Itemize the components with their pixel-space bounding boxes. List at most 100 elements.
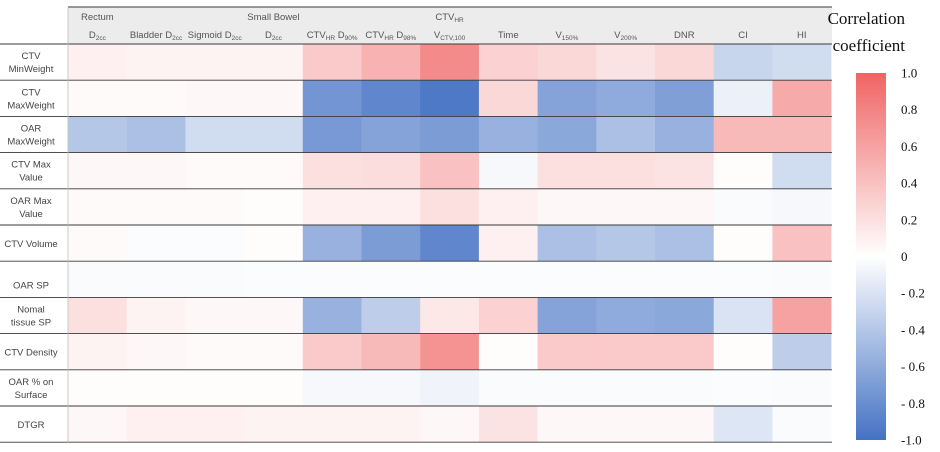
column-group-header: CTVHR: [435, 12, 464, 24]
heatmap-cell: [68, 261, 127, 298]
heatmap-cell: [655, 406, 714, 443]
heatmap-cell: [596, 406, 656, 443]
heatmap-cell: [655, 152, 714, 190]
heatmap-cell: [185, 261, 245, 298]
heatmap-cell: [361, 261, 421, 298]
colorbar-tick-label: -1.0: [901, 433, 922, 448]
heatmap-cell: [772, 188, 832, 226]
heatmap-cell: [596, 152, 656, 190]
heatmap-cell: [420, 152, 480, 190]
heatmap-cell: [126, 116, 186, 153]
heatmap-cell: [420, 297, 480, 334]
heatmap-cell: [361, 116, 421, 153]
heatmap-cell: [537, 261, 597, 298]
heatmap-cell: [655, 225, 714, 262]
heatmap-cell: [68, 333, 127, 371]
heatmap-cell: [596, 44, 656, 81]
heatmap-cell: [361, 297, 421, 334]
heatmap-cell: [126, 152, 186, 190]
heatmap-cell: [713, 406, 773, 443]
heatmap-cell: [126, 369, 186, 407]
heatmap-cell: [185, 152, 245, 190]
heatmap-cell: [126, 80, 186, 117]
heatmap-cell: [478, 152, 538, 190]
heatmap-cell: [126, 44, 186, 81]
heatmap-cell: [185, 188, 245, 226]
heatmap-cell: [244, 116, 304, 153]
heatmap-cell: [420, 116, 480, 153]
heatmap-cell: [68, 297, 127, 334]
heatmap-cell: [361, 152, 421, 190]
heatmap-cell: [596, 188, 656, 226]
heatmap-cell: [537, 44, 597, 81]
colorbar-tick-label: - 0.6: [901, 359, 925, 374]
row-label: OAR % on: [9, 377, 54, 388]
column-label: CTVHR D98%: [365, 30, 416, 42]
heatmap-cell: [126, 225, 186, 262]
heatmap-cell: [420, 333, 480, 371]
heatmap-cell: [537, 369, 597, 407]
column-label: VCTV,100: [434, 30, 466, 42]
heatmap-cell: [478, 80, 538, 117]
heatmap-cell: [655, 188, 714, 226]
heatmap-cell: [185, 369, 245, 407]
heatmap-cell: [68, 116, 127, 153]
heatmap-cell: [68, 44, 127, 81]
heatmap-cell: [772, 80, 832, 117]
colorbar-title-line1: Correlation: [828, 9, 906, 28]
heatmap-cell: [68, 188, 127, 226]
heatmap-cell: [68, 406, 127, 443]
column-label: V200%: [614, 30, 637, 42]
row-label: CTV Density: [4, 348, 58, 359]
row-label: Value: [19, 173, 43, 184]
heatmap-cell: [537, 152, 597, 190]
heatmap-cell: [537, 297, 597, 334]
heatmap-cell: [537, 116, 597, 153]
heatmap-cell: [302, 333, 362, 371]
heatmap-cell: [420, 188, 480, 226]
colorbar-tick-label: - 0.2: [901, 286, 925, 301]
heatmap-cell: [68, 80, 127, 117]
heatmap-cell: [478, 369, 538, 407]
heatmap-cell: [244, 297, 304, 334]
heatmap-cell: [655, 297, 714, 334]
heatmap-cell: [713, 152, 773, 190]
row-label: OAR: [21, 124, 42, 135]
heatmap-cell: [420, 406, 480, 443]
column-label: Time: [498, 30, 519, 41]
row-label: OAR SP: [13, 280, 49, 291]
column-label: D2cc: [89, 30, 107, 42]
heatmap-cell: [185, 406, 245, 443]
heatmap-cell: [302, 188, 362, 226]
colorbar-title-line2: coefficient: [833, 36, 906, 55]
heatmap-cell: [126, 406, 186, 443]
heatmap-cell: [244, 406, 304, 443]
column-label: CI: [738, 30, 748, 41]
heatmap-cell: [537, 80, 597, 117]
heatmap-cell: [244, 369, 304, 407]
heatmap-cell: [596, 369, 656, 407]
heatmap-cell: [478, 297, 538, 334]
heatmap-cell: [596, 261, 656, 298]
colorbar-tick-label: 0.6: [901, 139, 918, 154]
heatmap-cell: [713, 44, 773, 81]
colorbar-tick-label: 1.0: [901, 66, 917, 81]
heatmap-cell: [713, 297, 773, 334]
heatmap-cell: [361, 80, 421, 117]
heatmap-cell: [126, 297, 186, 334]
heatmap-cell: [713, 80, 773, 117]
row-label: Surface: [15, 390, 48, 401]
heatmap-cell: [596, 333, 656, 371]
column-group-header: Small Bowel: [247, 12, 299, 23]
heatmap-cell: [478, 44, 538, 81]
row-label: CTV: [22, 51, 42, 62]
heatmap-cell: [302, 406, 362, 443]
heatmap-cell: [596, 80, 656, 117]
column-label: V150%: [555, 30, 578, 42]
heatmap-cell: [537, 225, 597, 262]
heatmap-cell: [772, 297, 832, 334]
heatmap-cell: [420, 44, 480, 81]
heatmap-cell: [361, 44, 421, 81]
heatmap-cell: [596, 225, 656, 262]
heatmap-cell: [772, 225, 832, 262]
